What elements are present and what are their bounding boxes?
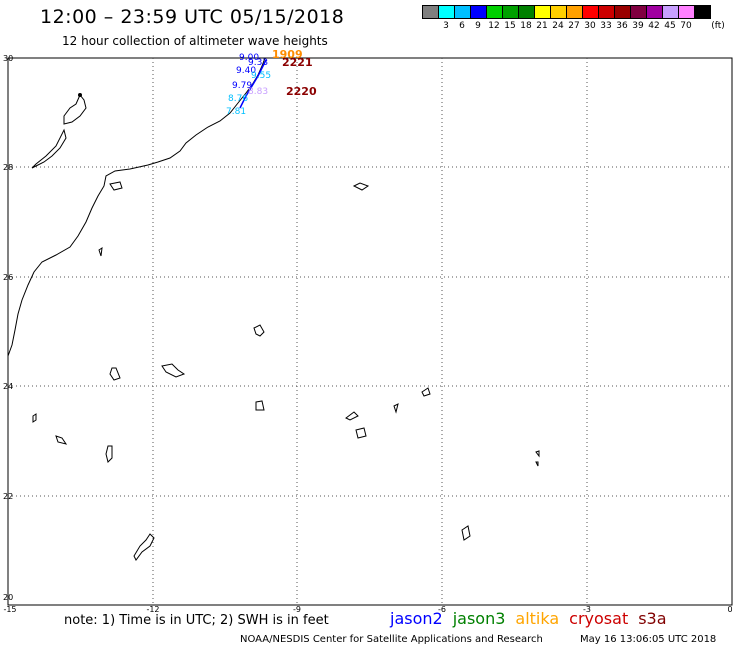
pass-time-label: 2220 bbox=[286, 85, 317, 98]
wave-height-label: 9.55 bbox=[251, 71, 271, 81]
island-small-west bbox=[98, 246, 103, 257]
lon-tick-label: -3 bbox=[583, 605, 591, 614]
wave-height-label: 7.81 bbox=[226, 107, 246, 117]
altimeter-track bbox=[239, 59, 267, 109]
legend-label: 3 bbox=[443, 21, 449, 31]
pass-time-labels: 1909 2221 2220 bbox=[272, 48, 317, 98]
island-islet bbox=[78, 93, 82, 97]
legend-swatch bbox=[694, 5, 711, 19]
lat-tick-label: 24 bbox=[3, 382, 13, 391]
island-east-a bbox=[535, 450, 540, 458]
legend-label: 33 bbox=[600, 21, 612, 31]
lat-tick-label: 22 bbox=[3, 492, 13, 501]
map-frame bbox=[7, 57, 733, 606]
wave-height-label: 9.40 bbox=[236, 66, 256, 76]
satellite-name: jason3 bbox=[452, 609, 506, 628]
island-south-a bbox=[461, 525, 471, 541]
lat-tick-label: 26 bbox=[3, 273, 13, 282]
island-coastal bbox=[109, 181, 123, 191]
island-east-b bbox=[535, 461, 539, 467]
legend-labels: (ft) 3 6 9 12 15 18 21 24 27 30 33 36 39 42 45 70 bbox=[422, 21, 725, 33]
island-mid-b bbox=[393, 403, 399, 414]
lat-tick-labels: 30 28 26 24 22 20 bbox=[3, 54, 13, 602]
legend-label: 24 bbox=[552, 21, 564, 31]
wave-height-label: 9.00 bbox=[239, 53, 259, 63]
pass-time-label: 2221 bbox=[282, 56, 313, 69]
footer-note: note: 1) Time is in UTC; 2) SWH is in fe… bbox=[64, 613, 329, 628]
island-west-c bbox=[105, 445, 113, 463]
island-west-b bbox=[55, 435, 68, 445]
generated-timestamp: May 16 13:06:05 UTC 2018 bbox=[580, 634, 717, 645]
lon-tick-label: -12 bbox=[146, 605, 159, 614]
satellite-name: s3a bbox=[638, 609, 667, 628]
lon-tick-label: -9 bbox=[293, 605, 301, 614]
satellite-legend: jason2 jason3 altika cryosat s3a bbox=[390, 609, 677, 628]
chart-subtitle: 12 hour collection of altimeter wave hei… bbox=[62, 34, 328, 48]
island-center-c bbox=[161, 363, 186, 378]
wave-height-label: 8.83 bbox=[248, 87, 268, 97]
legend-label: 21 bbox=[536, 21, 548, 31]
pass-time-label: 1909 bbox=[272, 48, 303, 61]
islands bbox=[31, 93, 540, 561]
satellite-name: jason2 bbox=[390, 609, 443, 628]
island-mid-a bbox=[345, 411, 359, 421]
island-mid-d bbox=[355, 427, 367, 439]
wave-height-label: 9.79 bbox=[232, 81, 252, 91]
legend-label: 36 bbox=[616, 21, 628, 31]
legend-label: 70 bbox=[680, 21, 692, 31]
legend-label: 9 bbox=[475, 21, 481, 31]
map-grid bbox=[8, 58, 732, 605]
island-center-b bbox=[109, 367, 121, 381]
lon-tick-labels: -15 -12 -9 -6 -3 0 bbox=[3, 605, 732, 614]
wave-height-labels: 9.00 9.33 9.40 9.55 9.79 8.83 8.76 7.81 bbox=[226, 53, 271, 117]
lat-tick-label: 30 bbox=[3, 54, 13, 63]
wave-height-label: 8.76 bbox=[228, 94, 248, 104]
legend-label: 39 bbox=[632, 21, 644, 31]
credit-text: NOAA/NESDIS Center for Satellite Applica… bbox=[240, 634, 543, 645]
lat-tick-label: 20 bbox=[3, 593, 13, 602]
legend-label: 27 bbox=[568, 21, 580, 31]
island-west-a bbox=[32, 413, 37, 423]
satellite-name: altika bbox=[515, 609, 560, 628]
island-north bbox=[352, 182, 370, 191]
lat-tick-label: 28 bbox=[3, 163, 13, 172]
legend-label: 45 bbox=[664, 21, 676, 31]
island-center-a bbox=[253, 324, 265, 337]
satellite-name: cryosat bbox=[569, 609, 629, 628]
legend-label: 18 bbox=[520, 21, 532, 31]
africa-coastline bbox=[7, 57, 266, 357]
island-center-d bbox=[255, 400, 265, 411]
wave-height-label: 9.33 bbox=[248, 58, 268, 68]
island-south-b bbox=[133, 533, 155, 561]
legend-unit: (ft) bbox=[711, 21, 725, 31]
legend-label: 6 bbox=[459, 21, 465, 31]
legend-label: 30 bbox=[584, 21, 596, 31]
legend-label: 42 bbox=[648, 21, 660, 31]
legend-label: 12 bbox=[488, 21, 500, 31]
island-fuerteventura bbox=[31, 128, 67, 169]
legend-label: 15 bbox=[504, 21, 516, 31]
color-legend: (ft) 3 6 9 12 15 18 21 24 27 30 33 36 39 42 45 70 bbox=[422, 5, 725, 33]
lon-tick-label: -15 bbox=[3, 605, 16, 614]
lon-tick-label: 0 bbox=[727, 605, 732, 614]
lon-tick-label: -6 bbox=[438, 605, 446, 614]
island-mid-c bbox=[421, 387, 431, 397]
legend-swatches bbox=[422, 5, 711, 19]
chart-title: 12:00 – 23:59 UTC 05/15/2018 bbox=[40, 6, 345, 28]
island-lanzarote bbox=[63, 94, 87, 125]
